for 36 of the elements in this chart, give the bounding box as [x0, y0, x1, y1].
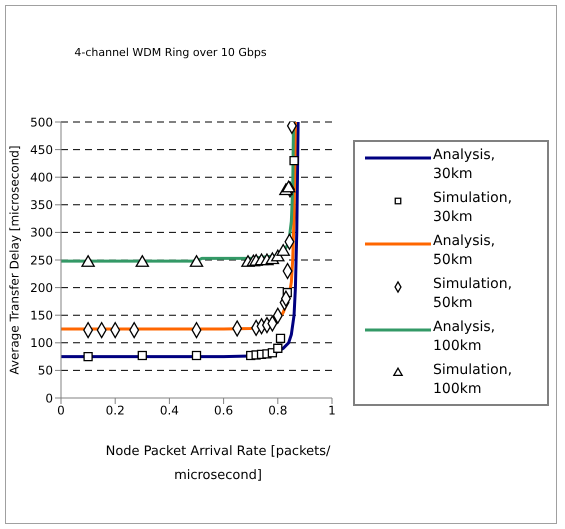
x-tick-label: 0.8	[268, 404, 288, 418]
point	[276, 334, 286, 344]
y-tick-label: 400	[30, 170, 53, 184]
point	[282, 180, 296, 192]
y-tick-label: 200	[30, 280, 53, 295]
y-tick-label: 450	[30, 142, 53, 157]
point	[136, 255, 150, 267]
x-tick-label: 0.6	[214, 404, 234, 418]
point	[276, 244, 290, 256]
x-tick-label: 0.4	[160, 404, 179, 418]
legend-label: Simulation, 50km	[433, 275, 514, 313]
y-tick-label: 350	[30, 198, 53, 212]
legend-label: Analysis, 50km	[433, 232, 496, 270]
point	[83, 352, 93, 362]
y-tick-label: 250	[30, 253, 53, 268]
y-tick-label: 150	[30, 308, 53, 322]
legend-label: Analysis, 30km	[433, 146, 496, 184]
x-tick-label: 1	[328, 404, 336, 418]
y-tick-label: 50	[38, 364, 53, 378]
point	[138, 350, 147, 360]
y-tick-label: 300	[30, 226, 53, 240]
chart-title: 4-channel WDM Ring over 10 Gbps	[73, 46, 268, 59]
point	[192, 350, 202, 360]
y-tick-label: 100	[30, 336, 53, 350]
point	[273, 344, 282, 353]
legend-label: Analysis, 100km	[433, 318, 496, 356]
x-axis-title: Node Packet Arrival Rate [packets/ microsecond]	[104, 443, 332, 485]
y-tick-label: 0	[45, 391, 53, 406]
x-tick-label: 0.2	[106, 404, 125, 418]
x-tick-label: 0	[57, 404, 65, 418]
y-tick-label: 500	[30, 115, 53, 130]
legend-label: Simulation, 100km	[433, 361, 514, 399]
legend-label: Simulation, 30km	[433, 189, 514, 227]
y-axis-title: Average Transfer Delay [microsecond]	[7, 145, 22, 375]
point	[81, 255, 95, 267]
point	[190, 255, 204, 267]
